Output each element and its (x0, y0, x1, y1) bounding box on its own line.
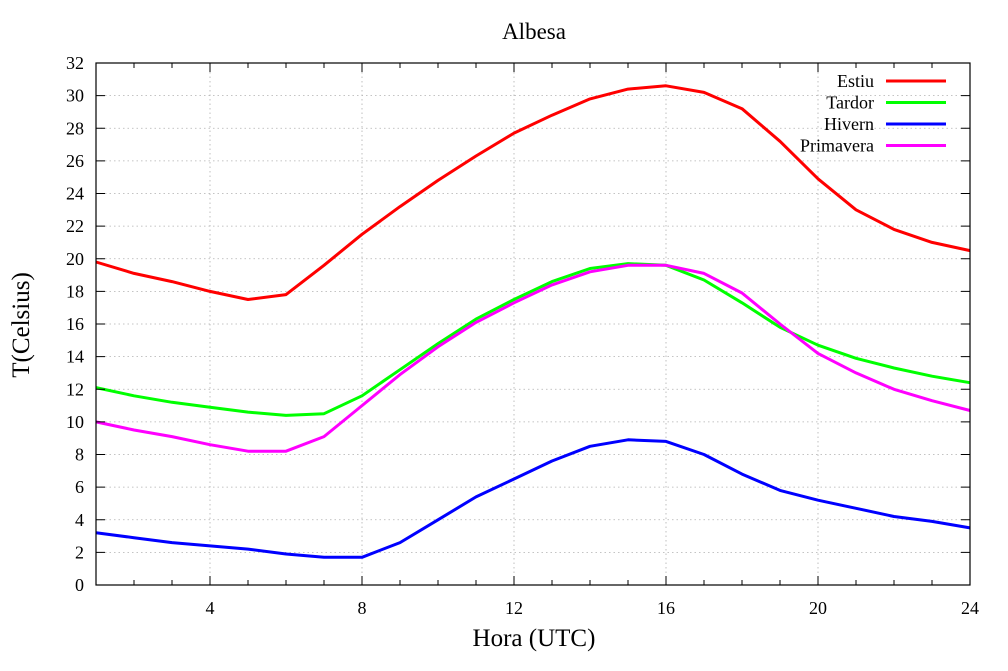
x-tick-label: 16 (657, 598, 675, 618)
y-tick-label: 8 (75, 445, 84, 465)
y-tick-label: 28 (66, 118, 84, 138)
y-tick-label: 0 (75, 575, 84, 595)
x-tick-label: 8 (358, 598, 367, 618)
series-line-primavera (95, 263, 971, 453)
y-tick-label: 30 (66, 86, 84, 106)
x-tick-label: 12 (505, 598, 523, 618)
x-axis-label: Hora (UTC) (473, 625, 596, 652)
legend-label-estiu: Estiu (837, 71, 874, 91)
legend-label-hivern: Hivern (824, 114, 874, 134)
legend-label-tardor: Tardor (826, 93, 874, 113)
grid-lines (96, 63, 970, 585)
x-tick-label: 20 (809, 598, 827, 618)
series-line-tardor (95, 262, 971, 417)
y-tick-label: 16 (66, 314, 84, 334)
y-tick-label: 12 (66, 379, 84, 399)
y-tick-label: 6 (75, 477, 84, 497)
y-tick-label: 14 (66, 347, 84, 367)
y-tick-label: 22 (66, 216, 84, 236)
y-tick-label: 20 (66, 249, 84, 269)
series-line-estiu (95, 84, 971, 301)
x-tick-label: 24 (961, 598, 979, 618)
chart-title: Albesa (502, 19, 566, 44)
y-tick-label: 10 (66, 412, 84, 432)
y-axis-label: T(Celsius) (8, 272, 35, 378)
y-tick-label: 2 (75, 542, 84, 562)
series-line-hivern (95, 438, 971, 559)
y-tick-label: 18 (66, 281, 84, 301)
legend-label-primavera: Primavera (800, 136, 874, 156)
y-tick-label: 24 (66, 184, 84, 204)
y-tick-label: 26 (66, 151, 84, 171)
y-tick-label: 32 (66, 53, 84, 73)
x-tick-label: 4 (206, 598, 215, 618)
y-tick-label: 4 (75, 510, 84, 530)
series-lines (95, 84, 971, 559)
